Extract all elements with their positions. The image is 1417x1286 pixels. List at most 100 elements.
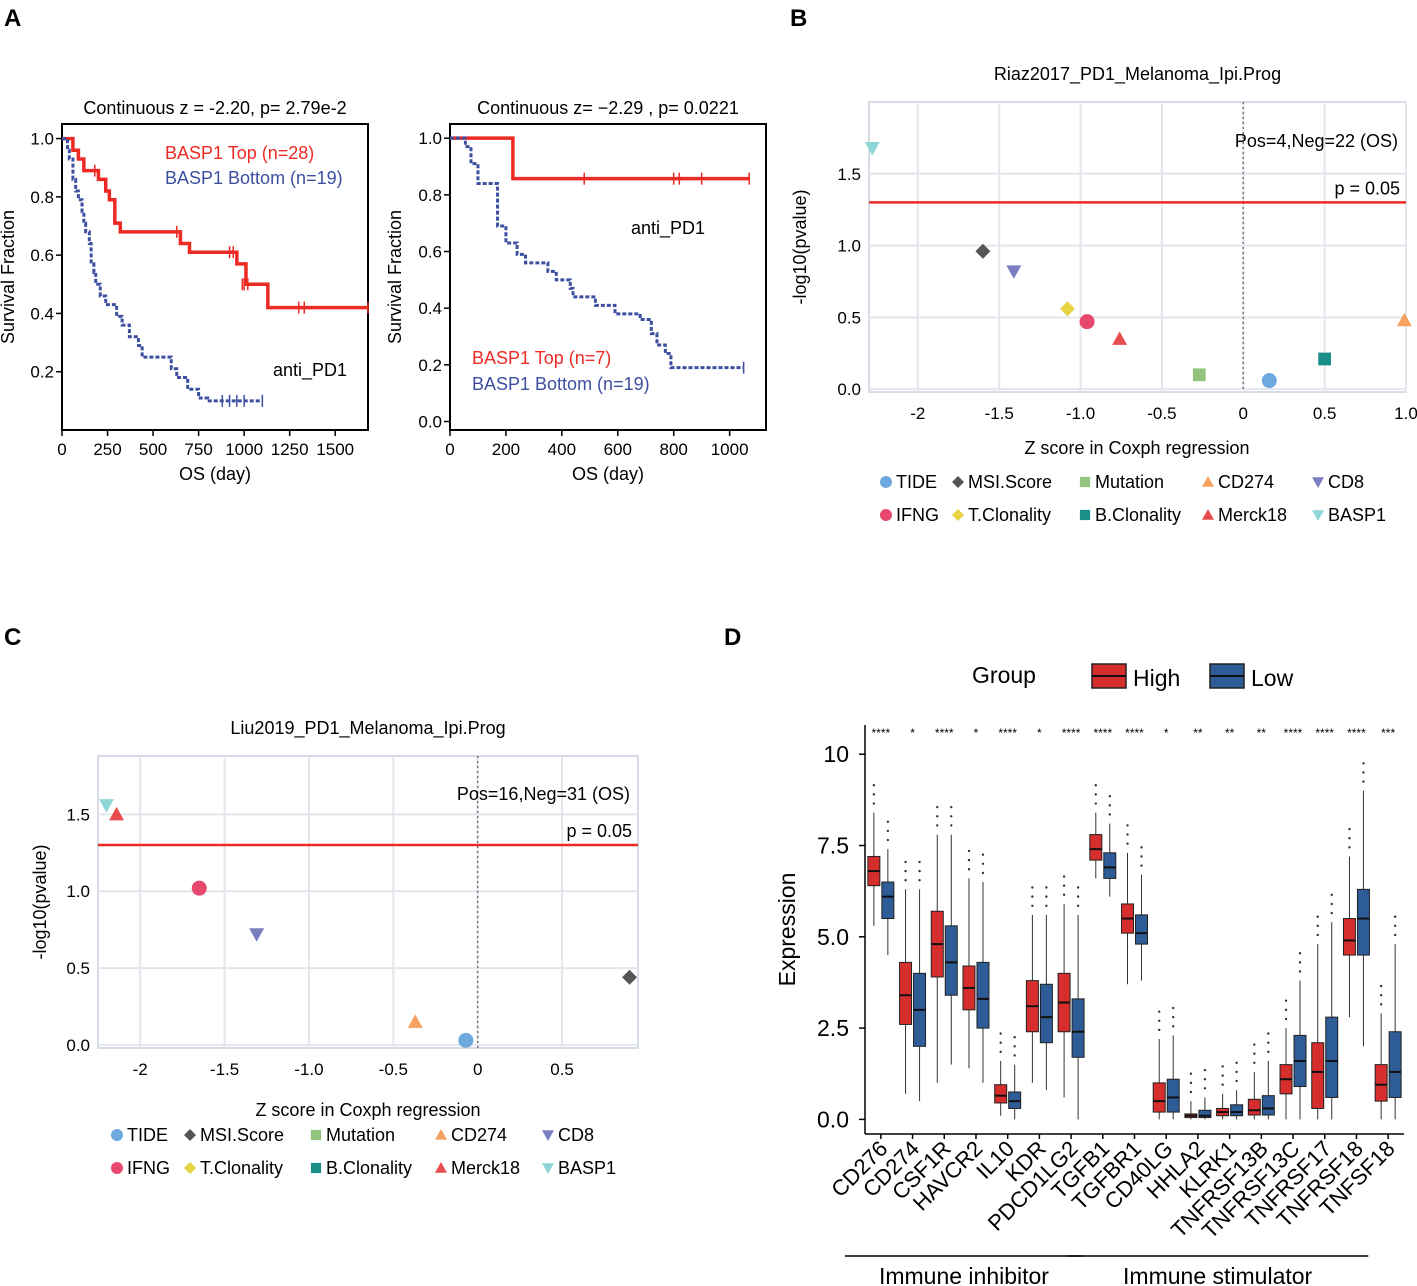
y-tick-label: 1.0: [30, 130, 54, 149]
x-tick-label: 0: [473, 1060, 482, 1079]
box-low: [1356, 888, 1370, 956]
point-mutation: [1192, 368, 1206, 382]
point-tide: [1261, 373, 1277, 389]
km-plot-a1: Continuous z = -2.20, p= 2.79e-2 0 250 500 7…: [0, 98, 369, 484]
significance-mark: ****: [1347, 726, 1366, 740]
point-basp1: [864, 141, 880, 156]
outlier-point: [1330, 911, 1333, 915]
outlier-point: [1172, 1015, 1175, 1019]
y-tick-label: 2.5: [817, 1015, 849, 1041]
box-high: [1374, 1064, 1388, 1102]
x-axis-label: Z score in Coxph regression: [255, 1100, 480, 1120]
point-ifng: [191, 880, 207, 896]
outlier-point: [967, 858, 971, 862]
outlier-point: [904, 879, 907, 882]
point-ifng: [1079, 314, 1095, 330]
outlier-point: [967, 868, 971, 871]
y-tick-label: 0.6: [418, 243, 442, 262]
survival-curve-bottom: [450, 136, 744, 370]
y-tick-label: 0.5: [837, 308, 861, 327]
x-tick-label: 800: [660, 440, 688, 459]
significance-mark: ****: [1093, 726, 1112, 740]
x-tick-label: 1500: [316, 440, 354, 459]
legend-label-b-clonality: B.Clonality: [1095, 505, 1181, 525]
legend-marker-cd8: [1312, 477, 1324, 488]
outlier-point: [1284, 1017, 1288, 1021]
legend-label-cd274: CD274: [1218, 472, 1274, 492]
legend-label-merck18: Merck18: [451, 1158, 520, 1178]
y-axis-label: -log10(pvalue): [30, 844, 50, 959]
outlier-point: [967, 849, 971, 853]
outlier-point: [981, 853, 985, 856]
box-high: [899, 961, 913, 1025]
y-tick-label: 0.4: [30, 304, 54, 323]
point-tide: [458, 1032, 474, 1048]
outlier-point: [1298, 961, 1302, 964]
significance-mark: **: [1257, 726, 1267, 740]
legend-top: BASP1 Top (n=7): [472, 348, 611, 368]
outlier-point: [1316, 933, 1319, 937]
x-tick-label: 1.0: [1394, 404, 1417, 423]
outlier-point: [1298, 970, 1302, 973]
x-tick-label: -1.5: [210, 1060, 239, 1079]
outlier-point: [1330, 893, 1333, 897]
outlier-point: [1062, 893, 1066, 897]
outlier-point: [936, 805, 939, 809]
outlier-point: [904, 869, 907, 873]
annotation-label: anti_PD1: [273, 360, 347, 381]
y-tick-label: 1.0: [837, 237, 861, 256]
y-tick-label: 0.2: [418, 356, 442, 375]
y-axis-label: -log10(pvalue): [790, 189, 810, 304]
box-high: [994, 1084, 1008, 1104]
point-merck18: [1112, 331, 1128, 345]
outlier-point: [1031, 904, 1034, 907]
box-low: [976, 961, 990, 1029]
x-tick-label: 0.5: [1313, 404, 1337, 423]
box-low: [1325, 1016, 1339, 1098]
outlier-point: [1108, 795, 1111, 798]
outlier-point: [1189, 1090, 1193, 1094]
significance-mark: *: [974, 726, 979, 740]
km-plot-a2: Continuous z= −2.29 , p= 0.0221 0 200 400 60…: [385, 98, 767, 484]
outlier-point: [1330, 902, 1333, 906]
outlier-point: [1316, 915, 1319, 918]
significance-mark: ****: [1315, 726, 1334, 740]
legend-label-tide: TIDE: [896, 472, 937, 492]
y-tick-label: 0.2: [30, 363, 54, 382]
outlier-point: [950, 805, 953, 809]
scatter-plot-b: -2 -1.5 -1.0 -0.5 0 0.5 1.0 0.0 0.5 1.0 1.5 p = 0.0…: [790, 64, 1417, 525]
x-axis-label: Z score in Coxph regression: [1024, 438, 1249, 458]
x-tick-label: 0: [445, 440, 454, 459]
legend-marker-tide: [111, 1129, 123, 1141]
point-cd8: [1006, 265, 1022, 279]
plot-frame: [61, 123, 369, 431]
legend-marker-msi-score: [184, 1129, 196, 1141]
outlier-point: [1031, 886, 1034, 889]
chart-title: Continuous z= −2.29 , p= 0.0221: [477, 98, 739, 118]
significance-mark: **: [1225, 726, 1235, 740]
legend-label-cd8: CD8: [558, 1125, 594, 1145]
x-tick-label: 0: [1239, 404, 1248, 423]
outlier-point: [1140, 846, 1143, 849]
point-cd274: [1396, 312, 1412, 327]
outlier-point: [1348, 846, 1351, 849]
legend-label-b-clonality: B.Clonality: [326, 1158, 412, 1178]
x-tick-label: 250: [93, 440, 121, 459]
outlier-point: [918, 869, 921, 873]
outlier-point: [950, 815, 953, 818]
significance-mark: ****: [1062, 726, 1081, 740]
outlier-point: [1298, 952, 1302, 955]
point-basp1: [98, 799, 114, 813]
x-tick-label: 0.5: [550, 1060, 574, 1079]
legend-top: BASP1 Top (n=28): [165, 143, 314, 163]
outlier-point: [918, 860, 921, 864]
legend-marker-cd8: [542, 1130, 554, 1141]
legend-label-ifng: IFNG: [896, 505, 939, 525]
outlier-point: [1284, 1008, 1288, 1012]
box-low: [1261, 1095, 1275, 1116]
y-tick-label: 0.8: [418, 186, 442, 205]
outlier-point: [1221, 1065, 1224, 1068]
y-tick-label: 0.5: [66, 959, 90, 978]
legend-bottom: BASP1 Bottom (n=19): [165, 168, 343, 188]
outlier-point: [1379, 1003, 1383, 1006]
